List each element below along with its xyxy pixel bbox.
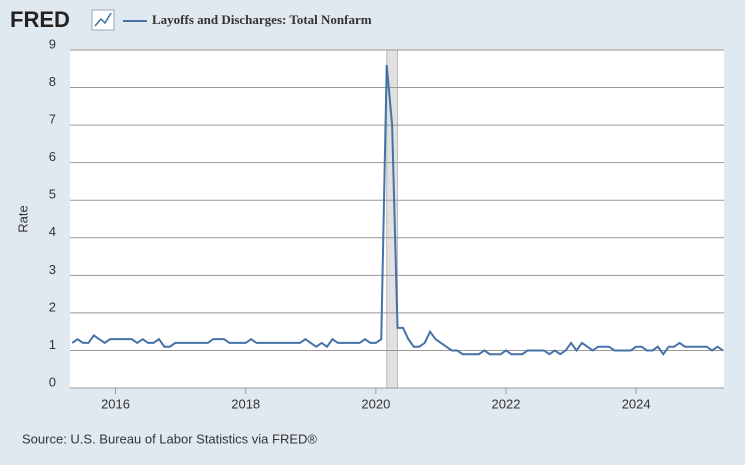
x-tick-label: 2022: [492, 396, 521, 411]
x-tick-label: 2018: [231, 396, 260, 411]
logo-icon: [91, 9, 115, 31]
y-tick-label: 5: [49, 187, 56, 202]
y-tick-label: 4: [49, 224, 56, 239]
source: Source: U.S. Bureau of Labor Statistics …: [22, 431, 317, 446]
y-tick-label: 7: [49, 112, 56, 127]
y-axis-label: Rate: [15, 205, 30, 232]
legend-label: Layoffs and Discharges: Total Nonfarm: [152, 12, 372, 27]
y-tick-label: 9: [49, 36, 56, 51]
x-tick-label: 2016: [101, 396, 130, 411]
y-tick-label: 2: [49, 299, 56, 314]
y-tick-label: 1: [49, 337, 56, 352]
y-tick-label: 8: [49, 74, 56, 89]
y-tick-label: 0: [49, 374, 56, 389]
y-tick-label: 3: [49, 262, 56, 277]
line: [71, 64, 724, 356]
logo: FRED: [10, 7, 70, 32]
y-tick-label: 6: [49, 149, 56, 164]
recession-band: [386, 49, 399, 389]
x-tick-label: 2024: [622, 396, 651, 411]
x-tick-label: 2020: [361, 396, 390, 411]
